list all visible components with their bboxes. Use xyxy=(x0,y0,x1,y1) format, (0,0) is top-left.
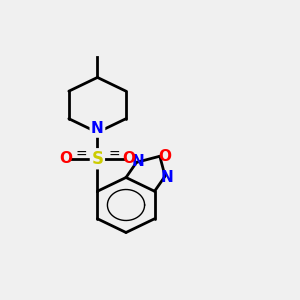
Text: N: N xyxy=(160,170,173,185)
Text: S: S xyxy=(92,150,104,168)
Text: O: O xyxy=(59,151,72,166)
Text: O: O xyxy=(122,151,135,166)
Text: N: N xyxy=(91,121,104,136)
Text: N: N xyxy=(132,154,144,169)
Text: O: O xyxy=(158,149,171,164)
Text: =: = xyxy=(108,148,120,162)
Text: =: = xyxy=(75,148,87,162)
